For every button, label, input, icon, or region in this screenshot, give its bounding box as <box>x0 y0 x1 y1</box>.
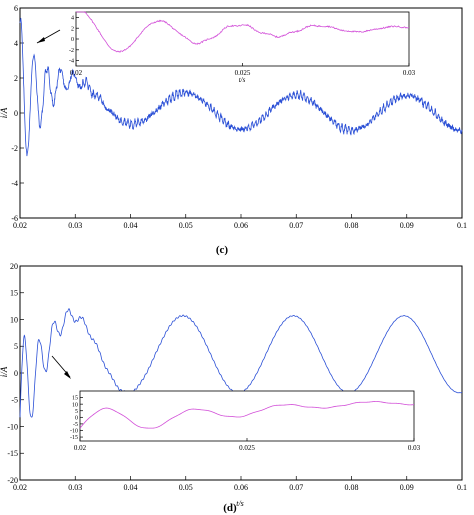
panel-c-inset-x-tick-label: 0.02 <box>70 69 83 77</box>
panel-d-y-tick-label: 5 <box>14 342 18 351</box>
panel-c-y-tick-label: 2 <box>14 74 18 83</box>
panel-c-x-tick-label: 0.08 <box>345 221 359 230</box>
panel-d-x-tick-label: 0.04 <box>124 483 138 492</box>
panel-c-x-tick-label: 0.07 <box>289 221 303 230</box>
panel-d-y-tick-label: -20 <box>7 476 18 485</box>
panel-d-inset-frame <box>79 390 415 442</box>
panel-d-y-tick-label: 10 <box>10 315 18 324</box>
panel-d-y-axis-label: i/A <box>0 366 9 377</box>
panel-d-x-tick-label: 0.09 <box>400 483 414 492</box>
panel-d-x-tick-label: 0.05 <box>179 483 193 492</box>
panel-c-inset-y-tick-label: 2 <box>71 26 74 32</box>
panel-d-inset-y-tick-label: 0 <box>75 415 78 421</box>
panel-d-inset-y-tick-label: -5 <box>73 422 78 428</box>
panel-c-inset-x-axis: 0.02 0.025 0.03 <box>70 63 416 77</box>
panel-c-zoom-arrow-head <box>37 37 45 43</box>
panel-d-x-tick-label: 0.06 <box>234 483 248 492</box>
panel-d-inset-y-tick-label: 5 <box>75 409 78 415</box>
panel-c-inset-y-axis: 4 2 0 -2 -4 <box>69 16 79 65</box>
panel-c-series-line <box>19 17 463 157</box>
panel-c-x-axis: 0.02 0.03 0.04 0.05 0.06 0.07 0.08 0.09 0.1 <box>13 214 467 230</box>
panel-d-inset-x-tick-label: 0.025 <box>239 444 255 452</box>
panel-d-zoom-arrow-head <box>64 371 71 379</box>
panel-c-inset-y-tick-label: -2 <box>69 48 74 54</box>
panel-d-x-tick-label: 0.07 <box>289 483 303 492</box>
panel-c-x-tick-label: 0.05 <box>179 221 193 230</box>
panel-d-label: (d) <box>223 502 237 514</box>
panel-d-x-axis-label: t/s <box>236 499 244 508</box>
panel-c-y-tick-label: -6 <box>11 214 18 223</box>
panel-d-inset-series-line <box>79 401 415 429</box>
panel-c-y-tick-label: 4 <box>14 39 18 48</box>
panel-d-y-tick-label: 20 <box>10 262 18 271</box>
panel-d-inset-y-tick-label: 10 <box>72 402 78 408</box>
panel-c-inset-x-tick-label: 0.025 <box>235 69 251 77</box>
panel-d-y-tick-label: 0 <box>14 369 18 378</box>
panel-c-inset-frame <box>75 11 410 67</box>
panel-c-label: (c) <box>216 244 229 256</box>
panel-d-inset-y-tick-label: -10 <box>70 429 78 435</box>
panel-c-x-tick-label: 0.1 <box>457 221 467 230</box>
panel-c-x-tick-label: 0.06 <box>234 221 248 230</box>
panel-c-x-tick-label: 0.02 <box>13 221 27 230</box>
panel-d-y-tick-label: 15 <box>10 289 18 298</box>
panel-c-x-tick-label: 0.04 <box>124 221 138 230</box>
panel-c-y-axis-label: i/A <box>0 107 9 118</box>
panel-d-x-axis: 0.02 0.03 0.04 0.05 0.06 0.07 0.08 0.09 0.1 <box>13 476 467 492</box>
panel-d-inset-y-tick-label: -15 <box>70 435 78 441</box>
panel-d-x-tick-label: 0.1 <box>457 483 467 492</box>
panel-c-inset-y-tick-label: 4 <box>71 16 74 22</box>
panel-c-x-tick-label: 0.03 <box>68 221 82 230</box>
panel-c-y-axis: -6 -4 -2 0 2 4 6 <box>11 4 24 223</box>
panel-c-y-tick-label: -2 <box>11 144 18 153</box>
panel-c-inset-series-line <box>76 11 410 53</box>
panel-d-y-tick-label: -10 <box>7 422 18 431</box>
panel-c-x-tick-label: 0.09 <box>400 221 414 230</box>
panel-c-y-tick-label: -4 <box>11 179 18 188</box>
panel-c-y-tick-label: 6 <box>14 4 18 13</box>
panel-d-y-tick-label: -5 <box>11 396 18 405</box>
panel-d-inset-x-axis: 0.02 0.025 0.03 <box>74 438 421 452</box>
panel-c-inset-x-tick-label: 0.03 <box>403 69 416 77</box>
panel-d-x-tick-label: 0.08 <box>345 483 359 492</box>
panel-d-inset-x-tick-label: 0.02 <box>74 444 87 452</box>
panel-d-x-tick-label: 0.03 <box>68 483 82 492</box>
panel-c-y-tick-label: 0 <box>14 109 18 118</box>
panel-c-inset-x-label: t/s <box>239 76 246 84</box>
panel-c-inset-y-tick-label: 0 <box>71 37 74 43</box>
panel-c-inset-y-tick-label: -4 <box>69 59 74 65</box>
panel-d-x-tick-label: 0.02 <box>13 483 27 492</box>
panel-d-y-tick-label: -15 <box>7 449 18 458</box>
panel-d-inset-y-tick-label: 15 <box>72 396 78 402</box>
panel-d-inset-x-tick-label: 0.03 <box>408 444 421 452</box>
